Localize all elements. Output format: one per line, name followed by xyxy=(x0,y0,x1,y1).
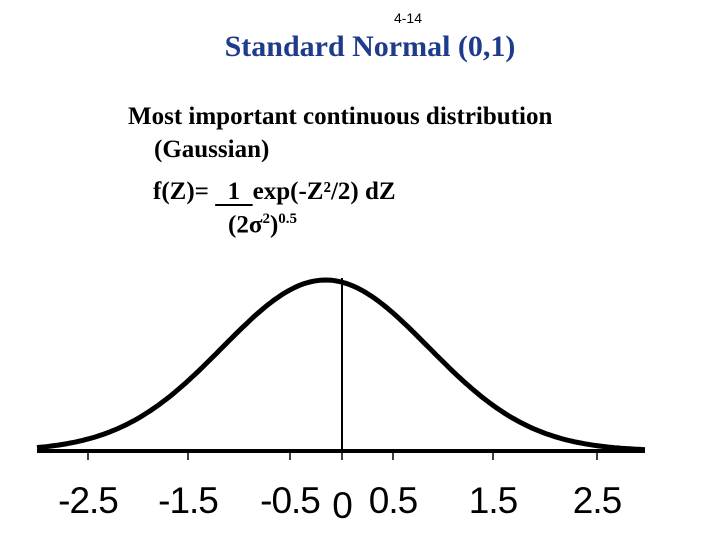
x-tick-label: -1.5 xyxy=(158,480,219,521)
bullet-line-1: Most important continuous distribution xyxy=(128,103,553,130)
x-tick-label: 2.5 xyxy=(572,480,622,521)
denominator-close: ) xyxy=(269,211,279,239)
normal-curve-chart xyxy=(36,277,646,460)
normal-curve xyxy=(36,277,646,453)
denominator-open: (2 xyxy=(228,211,249,239)
formula-numerator: 1 xyxy=(215,178,253,205)
formula-denominator: (2σ2)0.5 xyxy=(228,211,297,239)
formula-line: f(Z)= 1 exp(-Z²/2) dZ xyxy=(153,178,396,206)
page-number: 4-14 xyxy=(393,10,423,26)
bullet-line-2: (Gaussian) xyxy=(154,136,270,163)
sigma-exponent: 2 xyxy=(262,211,270,227)
formula-rhs: exp(-Z²/2) dZ xyxy=(252,178,396,205)
x-tick-label: 1.5 xyxy=(468,480,518,521)
slide-title: Standard Normal (0,1) xyxy=(224,30,516,63)
x-tick-label: -0.5 xyxy=(260,480,321,521)
bullet-text: Most important continuous distribution (… xyxy=(128,100,552,166)
x-tick-label: 0.5 xyxy=(368,480,418,521)
formula-lhs: f(Z)= xyxy=(153,178,216,205)
tick-marks xyxy=(87,451,598,460)
sigma-symbol: σ xyxy=(248,211,263,239)
x-tick-label: -2.5 xyxy=(58,480,119,521)
denominator-power: 0.5 xyxy=(278,211,298,227)
x-tick-label: 0 xyxy=(332,485,353,526)
